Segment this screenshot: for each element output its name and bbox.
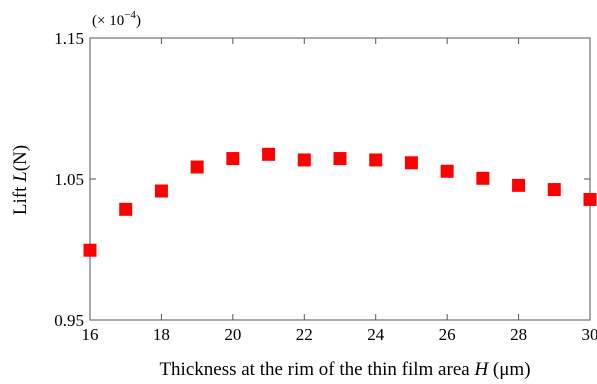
- x-tick-label: 18: [153, 325, 170, 344]
- x-tick-label: 22: [296, 325, 313, 344]
- y-tick-label: 1.05: [54, 170, 84, 189]
- data-point: [583, 192, 597, 206]
- x-axis-label: Thickness at the rim of the thin film ar…: [159, 359, 530, 380]
- y-ticks: 0.95 1.05 1.15: [54, 29, 590, 330]
- x-tick-label: 28: [510, 325, 527, 344]
- data-point: [404, 156, 418, 170]
- x-tick-label: 24: [367, 325, 385, 344]
- x-tick-label: 26: [439, 325, 456, 344]
- data-point: [83, 243, 97, 257]
- y-axis-label: Lift L(N): [10, 145, 31, 215]
- x-tick-label: 30: [582, 325, 597, 344]
- data-points: [83, 147, 597, 257]
- data-point: [333, 152, 347, 166]
- x-ticks: 16 18 20 22 24 26 28 30: [82, 38, 597, 344]
- x-tick-label: 16: [82, 325, 99, 344]
- y-tick-label: 1.15: [54, 29, 84, 48]
- data-point: [226, 152, 240, 166]
- data-point: [119, 202, 133, 216]
- data-point: [512, 178, 526, 192]
- data-point: [190, 160, 204, 174]
- data-point: [262, 147, 276, 161]
- y-axis-multiplier: (× 10−4): [92, 9, 141, 29]
- data-point: [369, 153, 383, 167]
- data-point: [440, 164, 454, 178]
- data-point: [154, 184, 168, 198]
- data-point: [547, 183, 561, 197]
- y-tick-label: 0.95: [54, 311, 84, 330]
- data-point: [476, 171, 490, 185]
- x-tick-label: 20: [224, 325, 241, 344]
- data-point: [297, 153, 311, 167]
